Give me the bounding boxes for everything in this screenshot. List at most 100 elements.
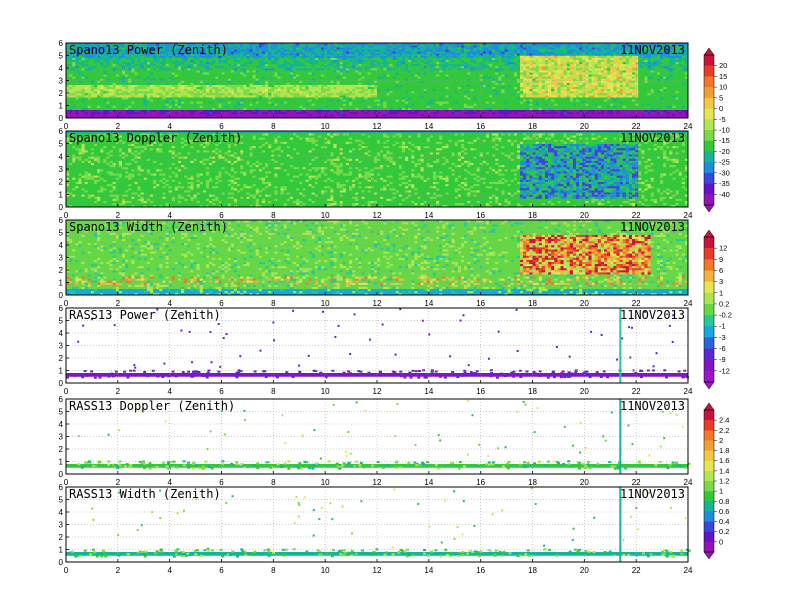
colorbar-swatch — [704, 511, 714, 521]
x-tick-label: 8 — [271, 299, 276, 308]
colorbar-label: 3 — [719, 277, 723, 286]
colorbar-swatch — [704, 522, 714, 532]
x-tick-label: 0 — [64, 478, 69, 487]
colorbar-swatch — [704, 194, 714, 205]
y-tick-label: 4 — [59, 152, 64, 161]
x-tick-label: 24 — [684, 478, 693, 487]
colorbar-label: 1.4 — [719, 466, 729, 475]
colorbar-swatch — [704, 410, 714, 420]
colorbar-label: 12 — [719, 244, 727, 253]
colorbar-swatch — [704, 501, 714, 511]
x-tick-label: 6 — [219, 387, 224, 396]
x-tick-label: 18 — [528, 299, 537, 308]
x-tick-label: 0 — [64, 387, 69, 396]
x-tick-label: 10 — [321, 299, 330, 308]
colorbar-swatch — [704, 326, 714, 337]
colorbar-label: -3 — [719, 333, 726, 342]
y-tick-label: 6 — [59, 127, 64, 136]
y-tick-label: 6 — [59, 395, 64, 404]
x-tick-label: 16 — [476, 566, 485, 575]
x-tick-label: 20 — [580, 387, 589, 396]
x-tick-label: 2 — [116, 211, 121, 220]
colorbar-swatch — [704, 248, 714, 259]
colorbar-swatch — [704, 119, 714, 130]
x-tick-label: 8 — [271, 387, 276, 396]
y-tick-label: 0 — [59, 114, 64, 123]
colorbar-swatch — [704, 259, 714, 270]
colorbar-label: 1.6 — [719, 456, 729, 465]
colorbar-swatch — [704, 151, 714, 162]
colorbar-label: 0.4 — [719, 517, 729, 526]
y-tick-label: 3 — [59, 77, 64, 86]
x-tick-label: 24 — [684, 566, 693, 575]
y-tick-label: 2 — [59, 533, 64, 542]
panel-title: Spano13 Power (Zenith) — [69, 43, 228, 57]
x-tick-label: 6 — [219, 566, 224, 575]
x-tick-label: 16 — [476, 387, 485, 396]
colorbar-swatch — [704, 237, 714, 248]
x-tick-label: 14 — [424, 122, 433, 131]
y-tick-label: 0 — [59, 379, 64, 388]
y-tick-label: 1 — [59, 102, 64, 111]
colorbar-label: -35 — [719, 179, 730, 188]
x-tick-label: 14 — [424, 566, 433, 575]
x-tick-label: 18 — [528, 566, 537, 575]
colorbar-label: -6 — [719, 344, 726, 353]
panel-date: 11NOV2013 — [620, 487, 685, 501]
x-tick-label: 8 — [271, 211, 276, 220]
x-tick-label: 12 — [373, 387, 382, 396]
y-tick-label: 5 — [59, 52, 64, 61]
panel-title: RASS13 Width (Zenith) — [69, 487, 221, 501]
x-tick-label: 22 — [632, 211, 641, 220]
x-tick-label: 8 — [271, 566, 276, 575]
x-tick-label: 4 — [167, 122, 172, 131]
x-tick-label: 22 — [632, 566, 641, 575]
colorbar-label: 1.8 — [719, 446, 729, 455]
x-tick-label: 14 — [424, 299, 433, 308]
x-tick-label: 12 — [373, 211, 382, 220]
x-tick-label: 14 — [424, 211, 433, 220]
x-tick-label: 24 — [684, 299, 693, 308]
x-tick-label: 0 — [64, 211, 69, 220]
panel-title: RASS13 Doppler (Zenith) — [69, 399, 235, 413]
y-tick-label: 1 — [59, 367, 64, 376]
colorbar-swatch — [704, 430, 714, 440]
x-tick-label: 6 — [219, 211, 224, 220]
colorbar-label: 6 — [719, 266, 723, 275]
y-tick-label: 5 — [59, 229, 64, 238]
x-tick-label: 4 — [167, 478, 172, 487]
panel-title: Spano13 Doppler (Zenith) — [69, 131, 242, 145]
y-tick-label: 4 — [59, 241, 64, 250]
x-tick-label: 20 — [580, 566, 589, 575]
y-tick-label: 0 — [59, 470, 64, 479]
colorbar-label: 20 — [719, 61, 727, 70]
x-tick-label: 18 — [528, 122, 537, 131]
colorbar-swatch — [704, 349, 714, 360]
y-tick-label: 3 — [59, 433, 64, 442]
x-tick-label: 4 — [167, 299, 172, 308]
panel-date: 11NOV2013 — [620, 399, 685, 413]
colorbar-swatch — [704, 162, 714, 173]
colorbar-swatch — [704, 184, 714, 195]
colorbar-label: -40 — [719, 190, 730, 199]
x-tick-label: 20 — [580, 211, 589, 220]
x-tick-label: 10 — [321, 387, 330, 396]
x-tick-label: 14 — [424, 387, 433, 396]
panel-date: 11NOV2013 — [620, 43, 685, 57]
colorbar-label: 1 — [719, 487, 723, 496]
y-tick-label: 3 — [59, 342, 64, 351]
x-tick-label: 22 — [632, 122, 641, 131]
x-tick-label: 6 — [219, 122, 224, 131]
colorbar-swatch — [704, 55, 714, 66]
colorbar-swatch — [704, 304, 714, 315]
colorbar-label: -20 — [719, 147, 730, 156]
x-tick-label: 12 — [373, 122, 382, 131]
x-tick-label: 8 — [271, 122, 276, 131]
colorbar-swatch — [704, 173, 714, 184]
colorbar-label: 10 — [719, 83, 727, 92]
